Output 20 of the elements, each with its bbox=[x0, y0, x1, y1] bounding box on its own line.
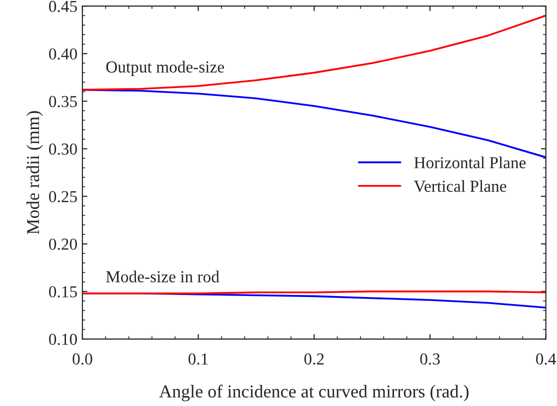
legend-label: Vertical Plane bbox=[414, 180, 506, 192]
y-tick-label: 0.35 bbox=[49, 96, 77, 108]
annotation: Mode-size in rod bbox=[106, 270, 220, 282]
x-tick-label: 0.2 bbox=[304, 353, 324, 365]
y-tick-label: 0.30 bbox=[49, 143, 77, 155]
x-tick-label: 0.3 bbox=[420, 353, 440, 365]
y-tick-label: 0.15 bbox=[49, 286, 77, 298]
legend-label: Horizontal Plane bbox=[414, 156, 526, 168]
y-tick-label: 0.40 bbox=[49, 48, 77, 60]
y-tick-label: 0.25 bbox=[49, 191, 77, 202]
y-tick-label: 0.45 bbox=[49, 0, 77, 12]
x-tick-label: 0.1 bbox=[188, 353, 208, 365]
x-tick-label: 0.0 bbox=[72, 353, 92, 365]
line-series bbox=[82, 14, 546, 91]
y-axis-title: Mode radii (mm) bbox=[26, 111, 43, 234]
annotation: Output mode-size bbox=[106, 60, 224, 76]
y-tick-label: 0.10 bbox=[49, 334, 77, 346]
x-axis-title: Angle of incidence at curved mirrors (rad.) bbox=[159, 384, 469, 402]
y-tick-label: 0.20 bbox=[49, 238, 77, 250]
x-tick-label: 0.4 bbox=[536, 353, 556, 365]
